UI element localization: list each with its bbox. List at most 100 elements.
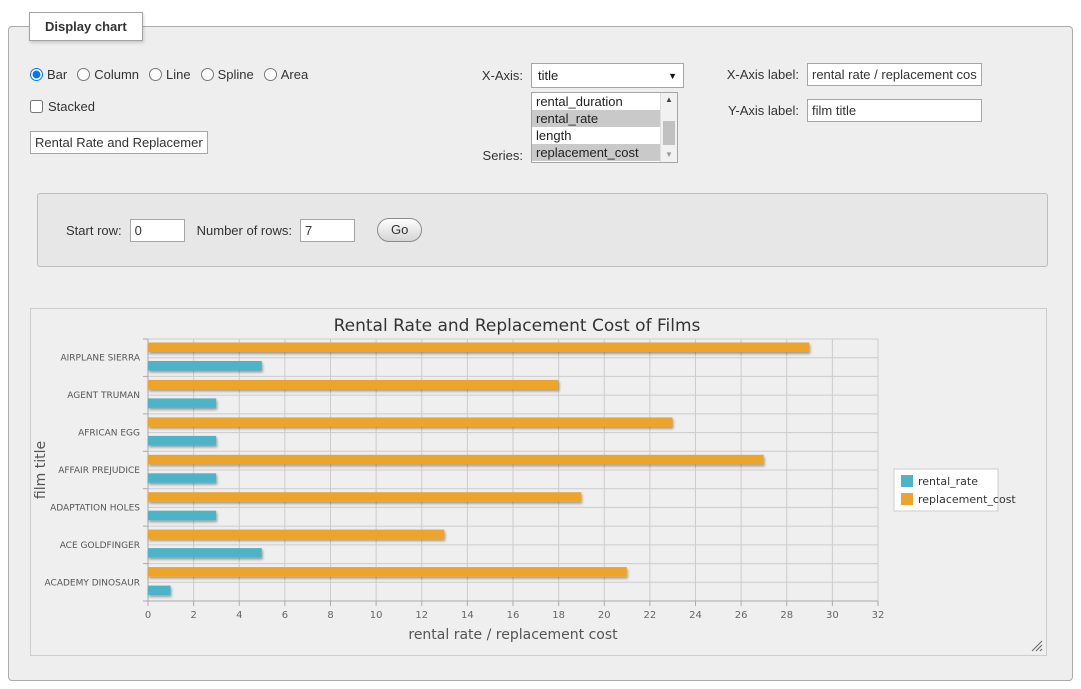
chart-type-label: Column [94,67,139,82]
series-listbox[interactable]: rental_durationrental_ratelengthreplacem… [531,92,678,163]
bar-rental_rate [148,361,262,371]
x-axis-label-input[interactable] [807,63,982,86]
legend-swatch-rental_rate [901,475,913,487]
x-tick-label: 0 [145,610,151,621]
num-rows-label: Number of rows: [197,223,292,238]
legend-label-rental_rate: rental_rate [918,475,978,488]
category-label: ACADEMY DINOSAUR [45,578,140,588]
chart-type-label: Area [281,67,308,82]
chart-title-input[interactable] [30,131,208,154]
series-row: Series: rental_durationrental_ratelength… [456,92,678,163]
bar-replacement_cost [148,567,627,577]
listbox-scrollbar[interactable]: ▲ ▼ [660,93,677,162]
chart-type-radio-bar[interactable] [30,68,43,81]
series-option-rental_rate[interactable]: rental_rate [532,110,660,127]
x-axis-label-label: X-Axis label: [711,67,799,82]
x-tick-label: 22 [644,610,657,621]
x-tick-label: 20 [598,610,611,621]
chart-type-label: Line [166,67,191,82]
series-options: rental_durationrental_ratelengthreplacem… [532,93,660,162]
display-chart-panel: Display chart Bar Column Line Spline Area St… [8,12,1073,681]
category-label: AFRICAN EGG [78,429,140,439]
chart-type-label: Spline [218,67,254,82]
scroll-up-icon[interactable]: ▲ [661,93,677,107]
chart-type-radio-column[interactable] [77,68,90,81]
bar-replacement_cost [148,530,444,540]
x-tick-label: 18 [552,610,565,621]
x-axis-label-row: X-Axis label: [711,63,982,86]
series-label: Series: [456,148,523,163]
x-tick-label: 32 [872,610,885,621]
chart-controls: Bar Column Line Spline Area Stacked X-Axis: … [9,41,1072,193]
bar-replacement_cost [148,417,673,427]
chart-type-item-column: Column [77,67,139,82]
x-tick-label: 6 [282,610,288,621]
chart-type-radio-line[interactable] [149,68,162,81]
stacked-checkbox[interactable] [30,100,43,113]
bar-replacement_cost [148,380,558,390]
resize-handle-icon[interactable] [1031,640,1043,652]
stacked-row: Stacked [30,99,95,114]
panel-title: Display chart [29,12,143,41]
chart-title: Rental Rate and Replacement Cost of Film… [334,316,701,336]
bar-rental_rate [148,548,262,558]
x-tick-label: 16 [507,610,520,621]
bar-rental_rate [148,436,216,446]
chart-type-radio-spline[interactable] [201,68,214,81]
series-option-length[interactable]: length [532,127,660,144]
num-rows-input[interactable] [300,219,355,242]
chart-type-item-area: Area [264,67,308,82]
chart-container: Rental Rate and Replacement Cost of Film… [30,308,1047,656]
chart-type-item-line: Line [149,67,191,82]
x-axis-title: rental rate / replacement cost [408,627,618,643]
x-tick-label: 14 [461,610,474,621]
x-tick-label: 26 [735,610,748,621]
x-tick-label: 4 [236,610,242,621]
x-tick-label: 10 [370,610,383,621]
category-label: AGENT TRUMAN [67,391,140,401]
rows-panel: Start row: Number of rows: Go [37,193,1048,267]
x-tick-label: 24 [689,610,702,621]
x-axis-row: X-Axis: title ▼ [456,63,684,88]
chart-type-radio-area[interactable] [264,68,277,81]
bar-rental_rate [148,586,171,596]
series-option-rental_duration[interactable]: rental_duration [532,93,660,110]
y-axis-label-row: Y-Axis label: [711,99,982,122]
chart-canvas: Rental Rate and Replacement Cost of Film… [31,309,1046,655]
x-axis-select[interactable]: title ▼ [531,63,684,88]
bar-rental_rate [148,473,216,483]
x-tick-label: 2 [190,610,196,621]
bar-replacement_cost [148,492,581,502]
chart-type-item-bar: Bar [30,67,67,82]
chevron-down-icon: ▼ [668,71,677,81]
scroll-down-icon[interactable]: ▼ [661,148,677,162]
bar-replacement_cost [148,455,764,465]
x-axis-select-label: X-Axis: [456,68,523,83]
go-button[interactable]: Go [377,218,422,242]
x-axis-selected-value: title [538,68,558,83]
scrollbar-track[interactable] [661,107,677,148]
stacked-label: Stacked [48,99,95,114]
category-label: AFFAIR PREJUDICE [58,466,140,476]
x-tick-label: 28 [780,610,793,621]
x-tick-label: 12 [415,610,428,621]
category-label: ADAPTATION HOLES [50,503,140,513]
chart-type-radio-group: Bar Column Line Spline Area [30,67,308,82]
y-axis-label-input[interactable] [807,99,982,122]
bar-replacement_cost [148,343,809,353]
x-tick-label: 30 [826,610,839,621]
bar-rental_rate [148,398,216,408]
category-label: AIRPLANE SIERRA [60,354,140,364]
start-row-input[interactable] [130,219,185,242]
y-axis-label-label: Y-Axis label: [711,103,799,118]
bar-rental_rate [148,511,216,521]
start-row-label: Start row: [66,223,122,238]
x-tick-label: 8 [327,610,333,621]
legend-swatch-replacement_cost [901,493,913,505]
series-option-replacement_cost[interactable]: replacement_cost [532,144,660,161]
chart-type-label: Bar [47,67,67,82]
category-label: ACE GOLDFINGER [60,541,140,551]
scrollbar-thumb[interactable] [663,121,675,145]
chart-legend: rental_ratereplacement_cost [894,469,1016,511]
y-axis-title: film title [33,441,49,499]
